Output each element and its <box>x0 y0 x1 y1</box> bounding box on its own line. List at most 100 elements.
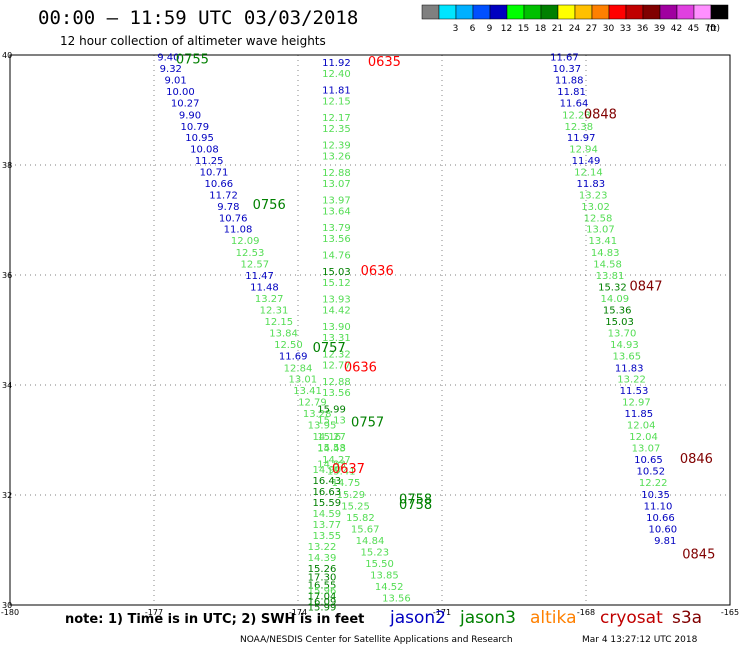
wave-height-value: 10.66 <box>204 179 233 190</box>
scale-swatch <box>676 4 695 20</box>
pass-time-label: 0845 <box>682 547 715 562</box>
lon-tick-label: -177 <box>145 608 163 617</box>
wave-height-value: 11.97 <box>567 133 596 144</box>
satellite-jason2: jason2 <box>390 608 446 628</box>
satellite-altika: altika <box>530 608 577 628</box>
wave-height-value: 11.81 <box>322 86 351 97</box>
wave-height-value: 10.27 <box>171 99 200 110</box>
pass-time-label: 0758 <box>399 492 432 507</box>
wave-height-value: 12.31 <box>260 306 289 317</box>
wave-height-value: 13.27 <box>255 294 284 305</box>
scale-swatch <box>710 4 729 20</box>
wave-height-value: 11.67 <box>550 53 579 64</box>
wave-height-value: 10.00 <box>166 87 195 98</box>
scale-label: 3 <box>453 24 459 34</box>
wave-height-value: 13.23 <box>579 191 608 202</box>
wave-height-value: 13.95 <box>308 420 337 431</box>
scale-label: 6 <box>470 24 476 34</box>
wave-height-value: 11.81 <box>557 87 586 98</box>
wave-height-value: 12.57 <box>240 259 269 270</box>
wave-height-value: 13.65 <box>612 352 641 363</box>
wave-height-values: 9.409.329.0110.0010.279.9010.7910.9510.0… <box>157 53 677 614</box>
lat-tick-label: 36 <box>2 271 12 280</box>
wave-height-value: 12.88 <box>322 168 351 179</box>
wave-height-value: 15.25 <box>341 501 370 512</box>
wave-height-value: 11.48 <box>250 282 279 293</box>
wave-height-value: 13.22 <box>308 542 337 553</box>
wave-height-value: 14.16 <box>312 432 341 443</box>
wave-height-value: 11.83 <box>615 363 644 374</box>
wave-height-value: 11.25 <box>195 156 224 167</box>
wave-height-value: 13.02 <box>581 202 610 213</box>
pass-time-label: 0635 <box>368 55 401 70</box>
wave-height-value: 13.01 <box>288 374 317 385</box>
wave-height-value: 13.56 <box>382 594 411 605</box>
wave-height-value: 13.56 <box>322 388 351 399</box>
wave-height-value: 11.08 <box>224 225 253 236</box>
wave-height-value: 14.59 <box>312 509 341 520</box>
lat-tick-label: 38 <box>2 161 12 170</box>
pass-time-label: 0636 <box>361 264 394 279</box>
wave-height-value: 13.55 <box>312 531 341 542</box>
lat-tick-label: 32 <box>2 491 12 500</box>
lat-tick-label: 40 <box>2 51 12 60</box>
wave-height-value: 13.28 <box>303 409 332 420</box>
wave-height-value: 15.99 <box>308 603 337 614</box>
scale-swatch <box>608 4 627 20</box>
wave-height-value: 10.71 <box>200 167 229 178</box>
scale-label: 70 <box>705 24 717 34</box>
wave-height-value: 13.97 <box>322 196 351 207</box>
wave-height-value: 10.79 <box>180 122 209 133</box>
scale-label: 12 <box>501 24 512 34</box>
wave-height-value: 11.49 <box>572 156 601 167</box>
wave-height-value: 15.03 <box>605 317 634 328</box>
scale-label: 15 <box>518 24 529 34</box>
wave-height-value: 11.69 <box>279 352 308 363</box>
scale-label: 27 <box>586 24 597 34</box>
scale-swatch <box>523 4 542 20</box>
scale-swatch <box>421 4 440 20</box>
map-subtitle: 12 hour collection of altimeter wave hei… <box>60 34 326 48</box>
wave-height-value: 17.30 <box>308 572 337 583</box>
wave-height-value: 13.93 <box>322 295 351 306</box>
wave-height-value: 12.77 <box>322 361 351 372</box>
scale-label: 24 <box>569 24 581 34</box>
footnote: note: 1) Time is in UTC; 2) SWH is in fe… <box>65 612 365 627</box>
wave-height-value: 13.79 <box>322 223 351 234</box>
wave-height-value: 12.58 <box>584 214 613 225</box>
wave-height-value: 11.83 <box>576 179 605 190</box>
wave-height-value: 12.15 <box>322 97 351 108</box>
wave-height-value: 15.26 <box>308 564 337 575</box>
wave-height-value: 12.84 <box>284 363 313 374</box>
map-title: 00:00 – 11:59 UTC 03/03/2018 <box>38 7 359 29</box>
scale-label: 33 <box>620 24 631 34</box>
wave-height-value: 12.22 <box>639 478 668 489</box>
wave-height-value: 11.64 <box>560 99 589 110</box>
wave-height-value: 15.12 <box>322 278 351 289</box>
map-frame <box>9 54 731 606</box>
lat-tick-label: 34 <box>2 381 12 390</box>
wave-height-value: 15.03 <box>322 267 351 278</box>
wave-height-value: 15.41 <box>327 467 356 478</box>
wave-height-value: 15.96 <box>308 586 337 597</box>
wave-height-value: 13.90 <box>322 322 351 333</box>
wave-height-value: 11.88 <box>555 76 584 87</box>
scale-label: 21 <box>552 24 563 34</box>
scale-swatch <box>489 4 508 20</box>
wave-height-value: 15.13 <box>317 416 346 427</box>
wave-height-value: 14.27 <box>322 455 351 466</box>
wave-height-value: 12.39 <box>322 141 351 152</box>
wave-height-value: 9.32 <box>160 64 182 75</box>
satellite-jason3: jason3 <box>460 608 516 628</box>
scale-unit: (ft) <box>706 24 720 34</box>
wave-height-value: 13.07 <box>322 179 351 190</box>
pass-time-label: 0846 <box>680 452 713 467</box>
lon-tick-label: -171 <box>433 608 451 617</box>
wave-height-value: 14.43 <box>317 444 346 455</box>
wave-height-value: 13.77 <box>312 520 341 531</box>
wave-height-value: 13.81 <box>596 271 625 282</box>
wave-height-value: 14.93 <box>610 340 639 351</box>
lon-tick-label: -174 <box>289 608 307 617</box>
wave-height-value: 12.97 <box>622 397 651 408</box>
wave-height-value: 15.99 <box>317 405 346 416</box>
